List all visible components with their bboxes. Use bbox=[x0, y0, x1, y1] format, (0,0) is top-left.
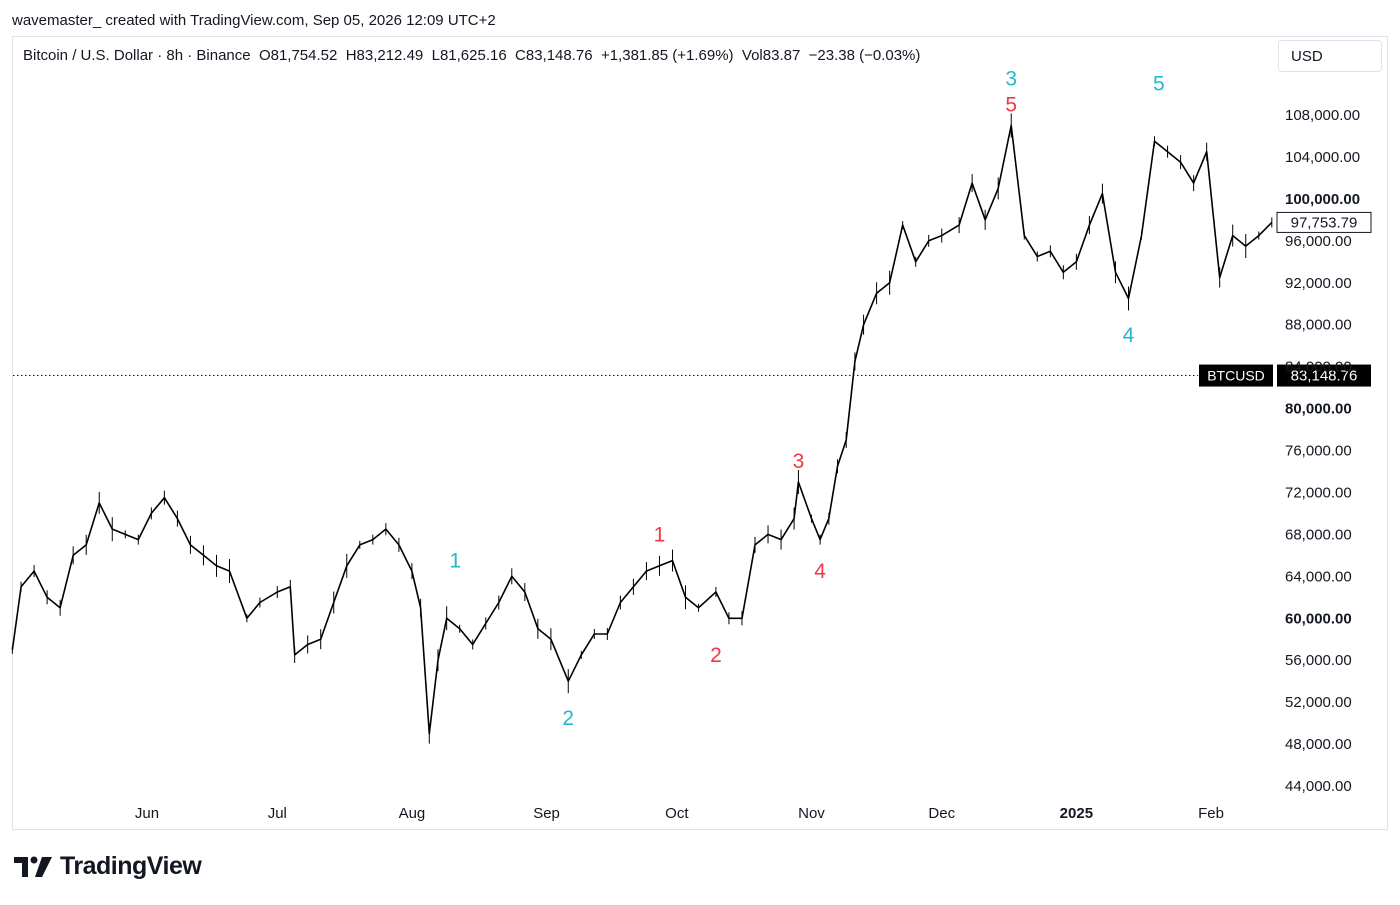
x-tick-label: 2025 bbox=[1060, 805, 1093, 822]
y-tick-label: 96,000.00 bbox=[1285, 233, 1352, 250]
last-price-bg bbox=[1276, 211, 1372, 233]
y-tick-label: 88,000.00 bbox=[1285, 317, 1352, 334]
wave-label-red: 2 bbox=[710, 644, 722, 667]
tradingview-logo-icon bbox=[14, 856, 52, 877]
y-tick-label: 72,000.00 bbox=[1285, 484, 1352, 501]
x-tick-label: Aug bbox=[399, 805, 426, 822]
wave-label-red: 1 bbox=[654, 523, 666, 546]
wave-label-cyan: 1 bbox=[449, 550, 461, 573]
x-tick-label: Jul bbox=[268, 805, 287, 822]
btcusd-value-bg bbox=[1277, 364, 1371, 387]
y-tick-label: 64,000.00 bbox=[1285, 568, 1352, 585]
wave-label-red: 3 bbox=[793, 450, 805, 473]
legend-volume: Vol83.87 bbox=[741, 47, 801, 64]
wave-label-cyan: 3 bbox=[1005, 67, 1017, 90]
y-tick-label: 44,000.00 bbox=[1285, 778, 1352, 795]
legend-close: C83,148.76 bbox=[515, 47, 593, 64]
y-tick-label: 100,000.00 bbox=[1285, 191, 1360, 208]
x-tick-label: Feb bbox=[1198, 805, 1224, 822]
y-tick-label: 52,000.00 bbox=[1285, 694, 1352, 711]
y-tick-label: 104,000.00 bbox=[1285, 149, 1360, 166]
tradingview-logo[interactable]: TradingView bbox=[14, 852, 202, 881]
last-price-label: 97,753.79 bbox=[1291, 214, 1358, 231]
legend-high: H83,212.49 bbox=[345, 47, 424, 64]
x-tick-label: Dec bbox=[928, 805, 955, 822]
y-tick-label: 48,000.00 bbox=[1285, 736, 1352, 753]
btcusd-value-label: 83,148.76 bbox=[1291, 368, 1358, 385]
y-tick-label: 76,000.00 bbox=[1285, 443, 1352, 460]
wave-label-cyan: 4 bbox=[1123, 324, 1135, 347]
wave-label-red: 5 bbox=[1005, 94, 1017, 117]
tradingview-logo-text: TradingView bbox=[60, 852, 202, 880]
wave-label-red: 4 bbox=[814, 560, 826, 583]
legend-symbol[interactable]: Bitcoin / U.S. Dollar · 8h · Binance bbox=[23, 47, 251, 64]
x-tick-label: Oct bbox=[665, 805, 689, 822]
y-tick-label: 108,000.00 bbox=[1285, 107, 1360, 124]
legend-bar: Bitcoin / U.S. Dollar · 8h · Binance O81… bbox=[23, 47, 920, 64]
y-tick-label: 84,000.00 bbox=[1285, 359, 1352, 376]
currency-button[interactable]: USD bbox=[1278, 40, 1382, 72]
y-tick-label: 92,000.00 bbox=[1285, 275, 1352, 292]
x-tick-label: Jun bbox=[135, 805, 159, 822]
wave-label-cyan: 2 bbox=[562, 707, 574, 730]
y-tick-label: 68,000.00 bbox=[1285, 526, 1352, 543]
y-tick-label: 56,000.00 bbox=[1285, 652, 1352, 669]
legend-open: O81,754.52 bbox=[258, 47, 338, 64]
x-tick-label: Sep bbox=[533, 805, 560, 822]
y-tick-label: 60,000.00 bbox=[1285, 610, 1352, 627]
btcusd-tag-bg bbox=[1199, 364, 1273, 387]
x-tick-label: Nov bbox=[798, 805, 825, 822]
legend-change: +1,381.85 (+1.69%) bbox=[600, 47, 734, 64]
y-tick-label: 80,000.00 bbox=[1285, 401, 1352, 418]
legend-volume-change: −23.38 (−0.03%) bbox=[808, 47, 921, 64]
btcusd-tag-label: BTCUSD bbox=[1207, 368, 1265, 384]
wave-label-cyan: 5 bbox=[1153, 73, 1165, 96]
price-series-line bbox=[11, 124, 1273, 735]
chart-pane[interactable] bbox=[12, 36, 1388, 830]
legend-low: L81,625.16 bbox=[431, 47, 507, 64]
attribution-text: wavemaster_ created with TradingView.com… bbox=[12, 12, 496, 29]
